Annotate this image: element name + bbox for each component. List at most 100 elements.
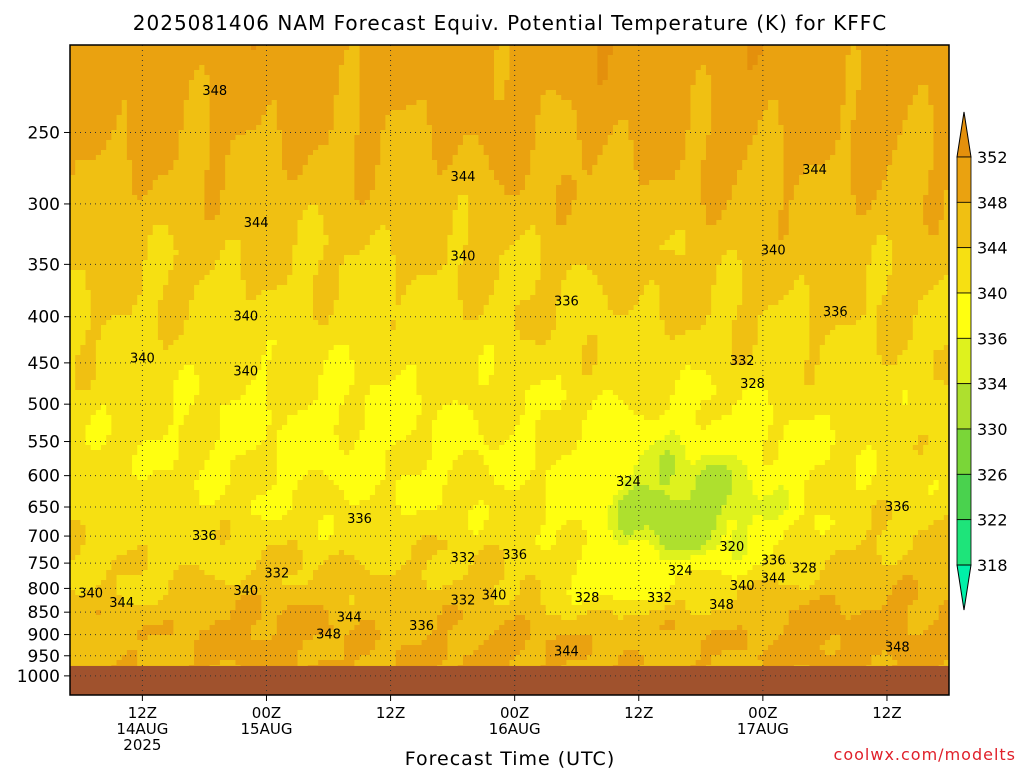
- field-cell: [499, 55, 505, 61]
- field-cell: [855, 80, 862, 86]
- field-cell: [628, 135, 635, 141]
- field-cell: [804, 100, 810, 106]
- field-cell: [633, 45, 640, 51]
- field-cell: [442, 120, 449, 126]
- field-cell: [737, 85, 743, 91]
- field-cell: [757, 85, 764, 91]
- field-cell: [245, 155, 252, 161]
- field-cell: [225, 155, 231, 161]
- field-cell: [416, 120, 423, 126]
- field-cell: [737, 45, 743, 51]
- field-cell: [137, 115, 143, 121]
- field-cell: [773, 110, 779, 116]
- field-cell: [168, 70, 175, 76]
- field-cell: [917, 50, 924, 56]
- field-cell: [845, 50, 852, 56]
- field-cell: [106, 50, 112, 56]
- field-cell: [307, 170, 314, 176]
- field-cell: [276, 155, 283, 161]
- field-cell: [819, 80, 826, 86]
- field-cell: [721, 160, 728, 166]
- field-cell: [240, 145, 247, 151]
- field-cell: [762, 120, 769, 126]
- field-cell: [799, 160, 805, 166]
- field-cell: [892, 100, 898, 106]
- field-cell: [168, 60, 175, 66]
- field-cell: [731, 105, 738, 111]
- field-cell: [416, 85, 423, 91]
- field-cell: [173, 160, 180, 166]
- field-cell: [773, 55, 779, 61]
- field-cell: [525, 100, 531, 106]
- field-cell: [519, 120, 526, 126]
- field-cell: [638, 180, 645, 186]
- field-cell: [674, 125, 681, 131]
- field-cell: [442, 85, 449, 91]
- field-cell: [390, 130, 397, 136]
- field-cell: [535, 90, 542, 96]
- field-cell: [923, 180, 929, 186]
- field-cell: [783, 110, 790, 116]
- field-cell: [674, 80, 681, 86]
- field-cell: [240, 165, 247, 171]
- field-cell: [581, 175, 588, 181]
- field-cell: [768, 140, 774, 146]
- field-cell: [943, 50, 949, 56]
- field-cell: [757, 125, 764, 131]
- field-cell: [416, 100, 423, 106]
- field-cell: [95, 185, 102, 191]
- field-cell: [881, 55, 888, 61]
- field-cell: [385, 55, 392, 61]
- field-cell: [261, 185, 268, 191]
- field-cell: [163, 70, 169, 76]
- field-cell: [804, 185, 810, 191]
- field-cell: [95, 140, 102, 146]
- field-cell: [437, 160, 443, 166]
- field-cell: [633, 120, 640, 126]
- field-cell: [571, 70, 578, 76]
- field-cell: [638, 100, 645, 106]
- field-cell: [318, 45, 324, 51]
- field-cell: [742, 175, 748, 181]
- field-cell: [369, 70, 376, 76]
- field-cell: [390, 165, 397, 171]
- field-cell: [855, 55, 862, 61]
- field-cell: [855, 110, 862, 116]
- field-cell: [333, 55, 340, 61]
- field-cell: [499, 70, 505, 76]
- field-cell: [287, 120, 293, 126]
- field-cell: [830, 160, 836, 166]
- field-cell: [199, 125, 206, 131]
- field-cell: [649, 100, 655, 106]
- field-cell: [752, 175, 759, 181]
- field-cell: [917, 150, 924, 156]
- field-cell: [178, 85, 185, 91]
- field-cell: [809, 90, 816, 96]
- field-cell: [416, 150, 423, 156]
- field-cell: [250, 65, 257, 71]
- field-cell: [535, 105, 542, 111]
- field-cell: [695, 65, 702, 71]
- field-cell: [90, 160, 97, 166]
- field-cell: [576, 135, 583, 141]
- field-cell: [411, 65, 418, 71]
- field-cell: [276, 145, 283, 151]
- field-cell: [592, 170, 598, 176]
- field-cell: [943, 150, 949, 156]
- field-cell: [204, 115, 211, 121]
- field-cell: [121, 60, 128, 66]
- field-cell: [132, 135, 138, 141]
- field-cell: [804, 175, 810, 181]
- field-cell: [333, 130, 340, 136]
- field-cell: [261, 135, 268, 141]
- field-cell: [768, 45, 774, 51]
- field-cell: [535, 180, 542, 186]
- field-cell: [271, 90, 278, 96]
- field-cell: [499, 80, 505, 86]
- field-cell: [819, 70, 826, 76]
- field-cell: [855, 125, 862, 131]
- field-cell: [897, 75, 904, 81]
- field-cell: [840, 85, 847, 91]
- field-cell: [855, 75, 862, 81]
- field-cell: [814, 70, 821, 76]
